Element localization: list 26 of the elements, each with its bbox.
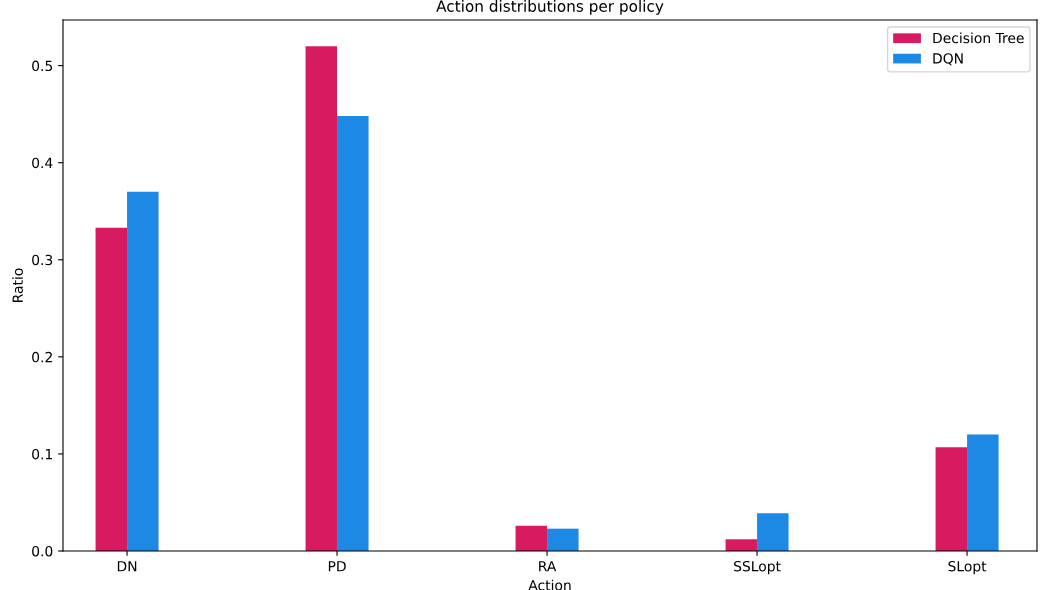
x-tick-label: DN <box>117 561 137 572</box>
legend-label: DQN <box>933 53 963 66</box>
y-tick-label: 0.1 <box>32 448 52 460</box>
bar <box>967 434 999 551</box>
bar <box>725 539 758 551</box>
bar <box>337 116 369 551</box>
chart-title: Action distributions per policy <box>436 0 664 15</box>
y-tick-label: 0.3 <box>32 254 53 266</box>
bar <box>547 528 579 551</box>
bar <box>757 513 789 551</box>
bar <box>515 525 548 551</box>
x-tick-label: PD <box>328 561 346 572</box>
bar <box>935 447 968 551</box>
x-tick-label: RA <box>539 561 557 572</box>
x-axis-title: Action <box>528 579 571 590</box>
legend-label: Decision Tree <box>933 32 1024 44</box>
y-tick-label: 0.5 <box>32 60 53 72</box>
bar <box>127 191 159 551</box>
bar <box>95 227 128 551</box>
y-tick-label: 0.2 <box>32 351 52 363</box>
y-axis-title: Ratio <box>12 268 23 302</box>
bar <box>305 46 338 551</box>
x-tick-label: SLopt <box>948 560 987 575</box>
y-tick-label: 0.0 <box>32 545 53 557</box>
x-tick-label: SSLopt <box>734 560 781 575</box>
y-tick-label: 0.4 <box>32 157 53 169</box>
